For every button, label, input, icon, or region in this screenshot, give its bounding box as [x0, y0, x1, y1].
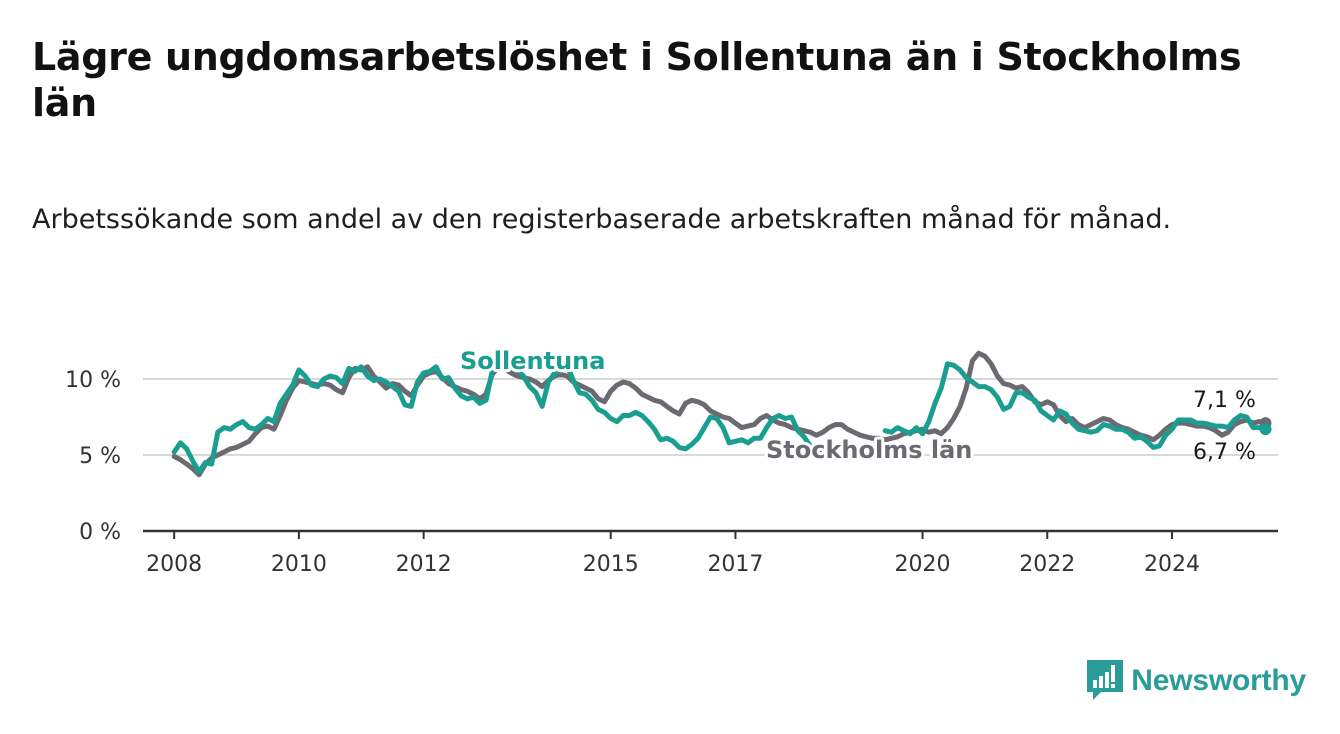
y-tick-label: 0 % [79, 520, 121, 545]
chart-subtitle: Arbetssökande som andel av den registerb… [32, 204, 1172, 235]
series-lines [171, 350, 1272, 478]
direct-labels: Sollentuna Stockholms län 7,1 % 6,7 % [457, 344, 1256, 467]
x-tick-label: 2020 [895, 552, 951, 577]
y-tick-label: 5 % [79, 444, 121, 469]
x-tick-label: 2010 [271, 552, 327, 577]
x-tick-label: 2012 [396, 552, 452, 577]
end-value-label-stockholms-lan: 7,1 % [1193, 388, 1256, 413]
end-value-label-sollentuna: 6,7 % [1193, 440, 1256, 465]
series-label-sollentuna: Sollentuna [460, 347, 605, 375]
x-axis: 2008 2010 2012 2015 2017 2020 2022 2024 [143, 529, 1278, 577]
end-point-sollentuna [1259, 423, 1272, 436]
x-tick-label: 2024 [1144, 552, 1200, 577]
series-line-stockholms-lan [171, 350, 1268, 478]
x-tick-label: 2015 [583, 552, 639, 577]
y-tick-label: 10 % [65, 368, 121, 393]
newsworthy-logo-icon [1087, 660, 1124, 702]
brand-name: Newsworthy [1131, 664, 1306, 697]
brand-logo: Newsworthy [1087, 660, 1306, 702]
series-line-sollentuna [171, 361, 826, 475]
x-tick-label: 2022 [1019, 552, 1075, 577]
series-line-sollentuna [882, 361, 1268, 450]
series-label-stockholms-lan: Stockholms län [766, 436, 972, 464]
gridlines: 0 % 5 % 10 % [65, 368, 1278, 545]
x-tick-label: 2017 [707, 552, 763, 577]
x-tick-label: 2008 [146, 552, 202, 577]
chart-title: Lägre ungdomsarbetslöshet i Sollentuna ä… [32, 35, 1242, 125]
